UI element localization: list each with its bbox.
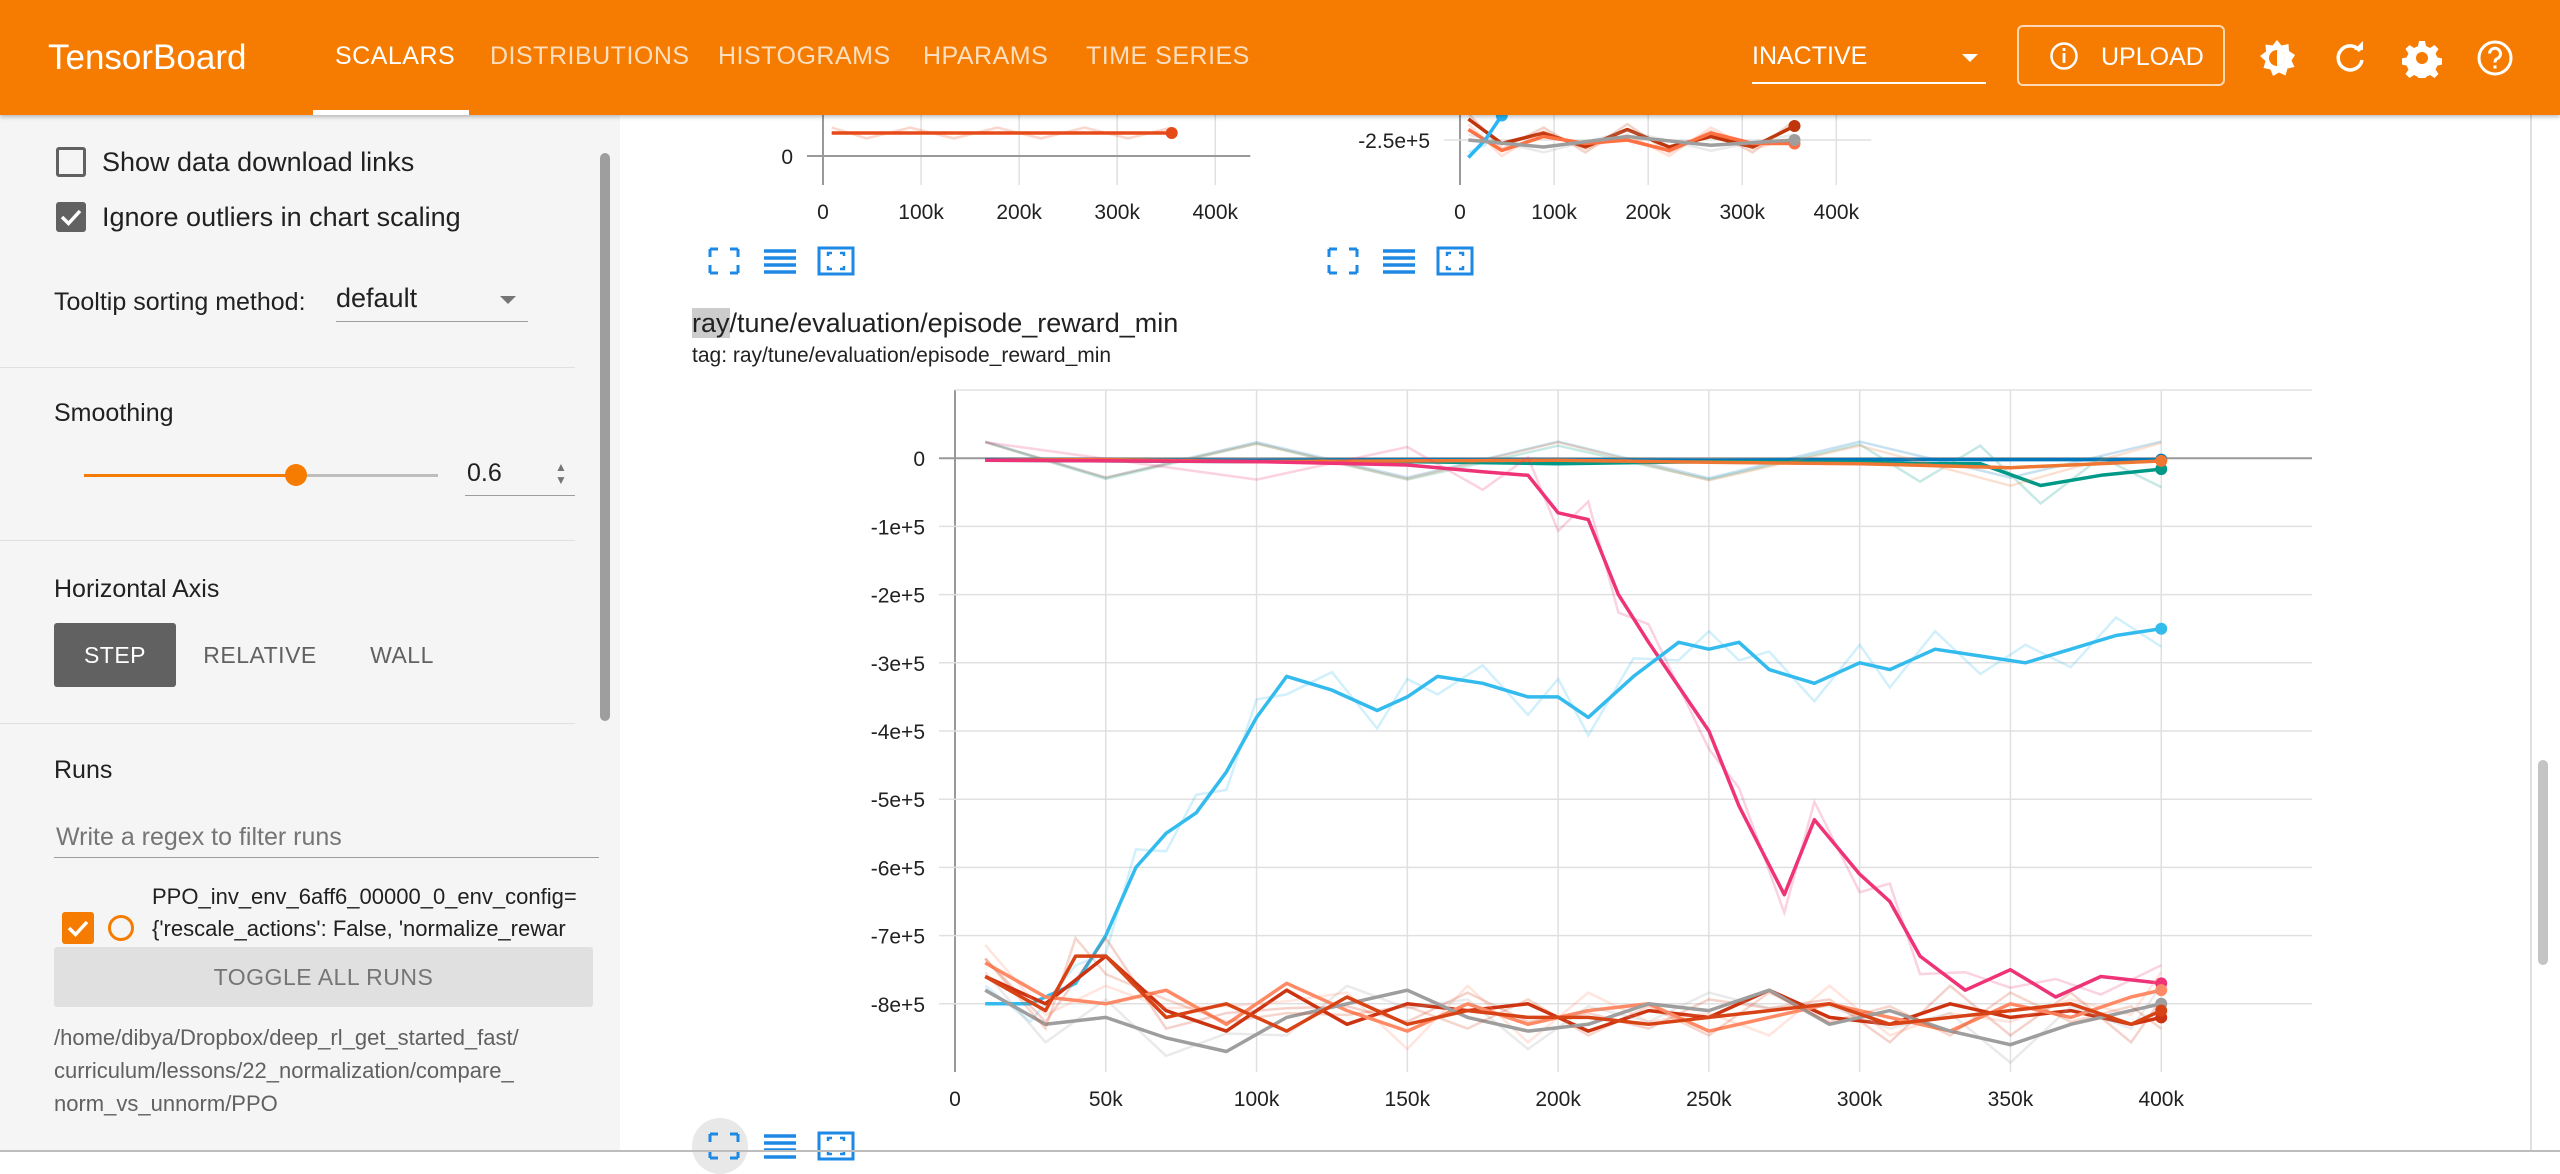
show-download-links-checkbox[interactable]	[56, 147, 86, 177]
logdir-line-3: norm_vs_unnorm/PPO	[54, 1091, 278, 1116]
chart-title-highlight: ray	[692, 308, 730, 338]
tab-distributions[interactable]: DISTRIBUTIONS	[490, 42, 690, 70]
run-select-value: INACTIVE	[1752, 42, 1868, 70]
runs-filter-input[interactable]	[54, 815, 603, 859]
run-select-dropdown[interactable]: INACTIVE	[1752, 40, 1986, 84]
axis-wall-button[interactable]: WALL	[370, 642, 434, 668]
horizontal-axis-label: Horizontal Axis	[54, 575, 220, 603]
fit-domain-icon[interactable]	[816, 245, 856, 277]
fit-domain-icon[interactable]	[816, 1130, 856, 1162]
fit-domain-icon[interactable]	[1435, 245, 1475, 277]
theme-toggle-icon[interactable]	[2257, 38, 2297, 78]
chevron-down-icon	[1962, 54, 1978, 62]
smoothing-value: 0.6	[467, 459, 502, 487]
smoothing-slider-track[interactable]	[296, 474, 438, 477]
chevron-down-icon	[500, 296, 516, 304]
toggle-log-scale-icon[interactable]	[1379, 245, 1419, 277]
smoothing-label: Smoothing	[54, 399, 174, 427]
tab-time-series[interactable]: TIME SERIES	[1086, 42, 1250, 70]
runs-label: Runs	[54, 756, 113, 784]
run-name-line-1: PPO_inv_env_6aff6_00000_0_env_config=	[152, 884, 577, 909]
upload-label: UPLOAD	[2101, 43, 2204, 71]
stepper-icon[interactable]: ▲ ▼	[555, 460, 567, 487]
toggle-log-scale-icon[interactable]	[760, 1130, 800, 1162]
tooltip-sorting-select[interactable]: default	[336, 279, 528, 322]
smoothing-slider-handle[interactable]	[285, 464, 307, 486]
fullscreen-icon[interactable]	[704, 245, 744, 277]
main-content	[620, 115, 2560, 1152]
smoothing-input[interactable]: 0.6 ▲ ▼	[465, 455, 575, 496]
run-checkbox[interactable]	[62, 912, 94, 944]
tab-scalars[interactable]: SCALARS	[335, 42, 456, 70]
chart-title-text: /tune/evaluation/episode_reward_min	[729, 308, 1179, 338]
info-icon	[2050, 42, 2078, 70]
smoothing-slider-track-filled	[84, 474, 296, 477]
toggle-log-scale-icon[interactable]	[760, 245, 800, 277]
tab-histograms[interactable]: HISTOGRAMS	[718, 42, 891, 70]
divider	[0, 540, 575, 541]
chart-tag: tag: ray/tune/evaluation/episode_reward_…	[692, 344, 1112, 367]
help-icon[interactable]	[2475, 38, 2515, 78]
active-tab-indicator	[313, 110, 469, 115]
show-download-links-label: Show data download links	[102, 147, 415, 177]
main-scrollbar-track	[2530, 115, 2532, 1152]
settings-gear-icon[interactable]	[2402, 38, 2442, 78]
run-color-radio[interactable]	[108, 915, 134, 941]
axis-step-button[interactable]: STEP	[54, 623, 176, 687]
tooltip-sorting-value: default	[336, 283, 418, 313]
checkmark-icon	[60, 209, 82, 227]
tooltip-sorting-label: Tooltip sorting method:	[54, 288, 306, 316]
divider	[0, 367, 575, 368]
chart-title: ray/tune/evaluation/episode_reward_min	[692, 308, 1178, 339]
ignore-outliers-checkbox[interactable]	[56, 202, 86, 232]
sidebar: Show data download links Ignore outliers…	[0, 115, 620, 1152]
app-title: TensorBoard	[48, 38, 247, 77]
run-name-line-2: {'rescale_actions': False, 'normalize_re…	[152, 916, 566, 941]
logdir-line-1: /home/dibya/Dropbox/deep_rl_get_started_…	[54, 1025, 519, 1050]
window-bottom-edge	[0, 1150, 2560, 1152]
sidebar-scrollbar[interactable]	[600, 153, 610, 721]
upload-button[interactable]: UPLOAD	[2017, 25, 2225, 86]
checkmark-icon	[67, 920, 89, 938]
tab-hparams[interactable]: HPARAMS	[923, 42, 1049, 70]
fullscreen-icon[interactable]	[1323, 245, 1363, 277]
refresh-icon[interactable]	[2330, 38, 2370, 78]
toggle-all-runs-button[interactable]: TOGGLE ALL RUNS	[54, 947, 593, 1007]
axis-relative-button[interactable]: RELATIVE	[203, 642, 317, 668]
divider	[0, 723, 575, 724]
main-scrollbar-thumb[interactable]	[2538, 760, 2548, 965]
logdir-line-2: curriculum/lessons/22_normalization/comp…	[54, 1058, 514, 1083]
top-app-bar: TensorBoard SCALARS DISTRIBUTIONS HISTOG…	[0, 0, 2560, 115]
ignore-outliers-label: Ignore outliers in chart scaling	[102, 202, 461, 232]
fullscreen-icon[interactable]	[704, 1130, 744, 1162]
runs-filter-field[interactable]	[54, 815, 603, 859]
